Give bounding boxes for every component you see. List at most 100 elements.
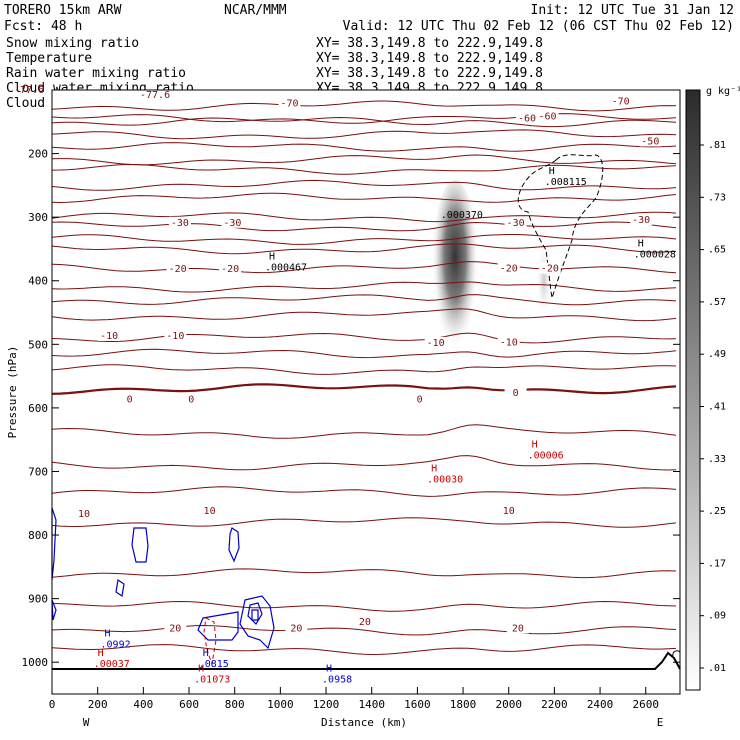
- isotherm-line: [51, 308, 677, 322]
- isotherm-label: -60: [539, 112, 557, 123]
- maximum-value: .000467: [265, 262, 307, 273]
- isotherm-line: [51, 243, 677, 255]
- x-tick-label: 1800: [450, 698, 477, 711]
- colorbar-level-label: .17: [708, 558, 726, 569]
- colorbar-level-label: .73: [708, 192, 726, 203]
- isotherm-line: [51, 486, 677, 497]
- center-title: NCAR/MMM: [224, 3, 287, 18]
- cloud-water-contour: [251, 609, 259, 621]
- maximum-value: .00006: [528, 450, 564, 461]
- x-axis-label: Distance (km): [321, 716, 407, 729]
- x-tick-label: 1400: [358, 698, 385, 711]
- isotherm-line: [51, 644, 677, 656]
- isotherm-label-bg: [538, 262, 561, 274]
- colorbar-level-label: .49: [708, 349, 726, 360]
- isotherm-label-bg: [219, 263, 242, 275]
- x-tick-label: 400: [133, 698, 153, 711]
- terrain-bump: [672, 650, 681, 659]
- isotherm-label: -20: [541, 264, 559, 275]
- isotherm-label-bg: [164, 622, 187, 634]
- isotherm-label-bg: [609, 95, 632, 107]
- isotherm-label: 10: [204, 506, 216, 517]
- isotherm-label: 20: [290, 623, 302, 634]
- cloud-water-contour: [239, 595, 275, 650]
- legend-entry-xy: XY= 38.3,149.8 to 222.9,149.8: [316, 51, 543, 66]
- maximum-h-marker: H: [198, 663, 204, 674]
- isotherm-label-bg: [408, 393, 431, 405]
- isotherm-line: [51, 455, 677, 471]
- isotherm-label-bg: [221, 216, 244, 228]
- cloud-water-contour: [131, 527, 149, 563]
- colorbar-level-label: .41: [708, 402, 726, 413]
- west-label: W: [83, 716, 90, 729]
- isotherm-label: -20: [221, 264, 239, 275]
- isotherm-label: 0: [127, 395, 133, 406]
- isotherm-label: 0: [417, 395, 423, 406]
- isotherm-line: [51, 142, 677, 152]
- maximum-h-marker: H: [431, 464, 437, 475]
- plot-area: -70 -70 -60 -60 -50 -30 -30 -30 -30 -20 -20 -20 -20 -…: [14, 85, 681, 695]
- isotherm-label: 0: [188, 395, 194, 406]
- colorbar-level-label: .57: [708, 297, 726, 308]
- maximum-h-marker: H: [203, 648, 209, 659]
- colorbar: g kg⁻¹ .01 .09 .17 .25 .33 .41 .49 .57 .65 .73 .81: [685, 86, 740, 691]
- y-tick-label: 700: [28, 465, 48, 478]
- maximum-h-marker: H: [532, 439, 538, 450]
- x-tick-label: 800: [225, 698, 245, 711]
- maximum-value: .0815: [199, 659, 229, 670]
- colorbar-level-label: .09: [708, 611, 726, 622]
- maximum-value: .0992: [101, 639, 131, 650]
- isotherm-line: [51, 364, 677, 375]
- cloud-water-contour: [197, 611, 239, 641]
- terrain-line: [52, 651, 681, 670]
- y-tick-label: 1000: [22, 656, 49, 669]
- colorbar-level-label: .01: [708, 663, 726, 674]
- isotherm-line: [51, 568, 677, 579]
- isotherm-line: [51, 383, 677, 395]
- top-left-label: -77.6: [14, 85, 44, 96]
- snow-shading: [431, 180, 552, 370]
- x-tick-label: 2600: [632, 698, 659, 711]
- temperature-isotherms: [51, 100, 677, 656]
- isotherm-label: -30: [171, 218, 189, 229]
- x-tick-label: 600: [179, 698, 199, 711]
- isotherm-label-bg: [353, 616, 376, 628]
- isotherm-label-bg: [497, 504, 520, 516]
- isotherm-label: -30: [632, 215, 650, 226]
- snow-minor-shading: [536, 240, 552, 320]
- colorbar-units: g kg⁻¹: [706, 86, 740, 97]
- maximum-value: .008115: [545, 177, 587, 188]
- y-tick-label: 400: [28, 275, 48, 288]
- isotherm-label: 20: [512, 623, 524, 634]
- isotherm-label: -30: [507, 218, 525, 229]
- colorbar-scale: [685, 89, 701, 691]
- colorbar-level-label: .25: [708, 506, 726, 517]
- isotherm-label: -60: [518, 114, 536, 125]
- x-tick-label: 200: [88, 698, 108, 711]
- isotherm-label-bg: [285, 622, 308, 634]
- x-tick-label: 2400: [587, 698, 614, 711]
- isotherm-label: 20: [359, 617, 371, 628]
- maximum-value: .01073: [194, 674, 230, 685]
- isotherm-line: [51, 261, 677, 274]
- isotherm-label-bg: [166, 263, 189, 275]
- isotherm-line: [51, 100, 677, 112]
- isotherm-label-bg: [180, 393, 203, 405]
- isotherm-line: [51, 129, 677, 140]
- colorbar-level-label: .65: [708, 245, 726, 256]
- legend-entry-xy: XY= 38.3,149.8 to 222.9,149.8: [316, 36, 543, 51]
- isotherm-line: [51, 163, 677, 175]
- y-axis-label: Pressure (hPa): [6, 346, 19, 439]
- y-tick-label: 500: [28, 338, 48, 351]
- isotherm-label: -70: [612, 96, 630, 107]
- isotherm-label: 10: [78, 509, 90, 520]
- isotherm-label-bg: [536, 110, 559, 122]
- maximum-h-marker: H: [105, 628, 111, 639]
- isotherm-label-bg: [630, 214, 653, 226]
- isotherm-label: -30: [223, 218, 241, 229]
- isotherm-label: -10: [500, 337, 518, 348]
- isotherm-line: [51, 424, 677, 439]
- legend-entry-name: Temperature: [6, 51, 92, 66]
